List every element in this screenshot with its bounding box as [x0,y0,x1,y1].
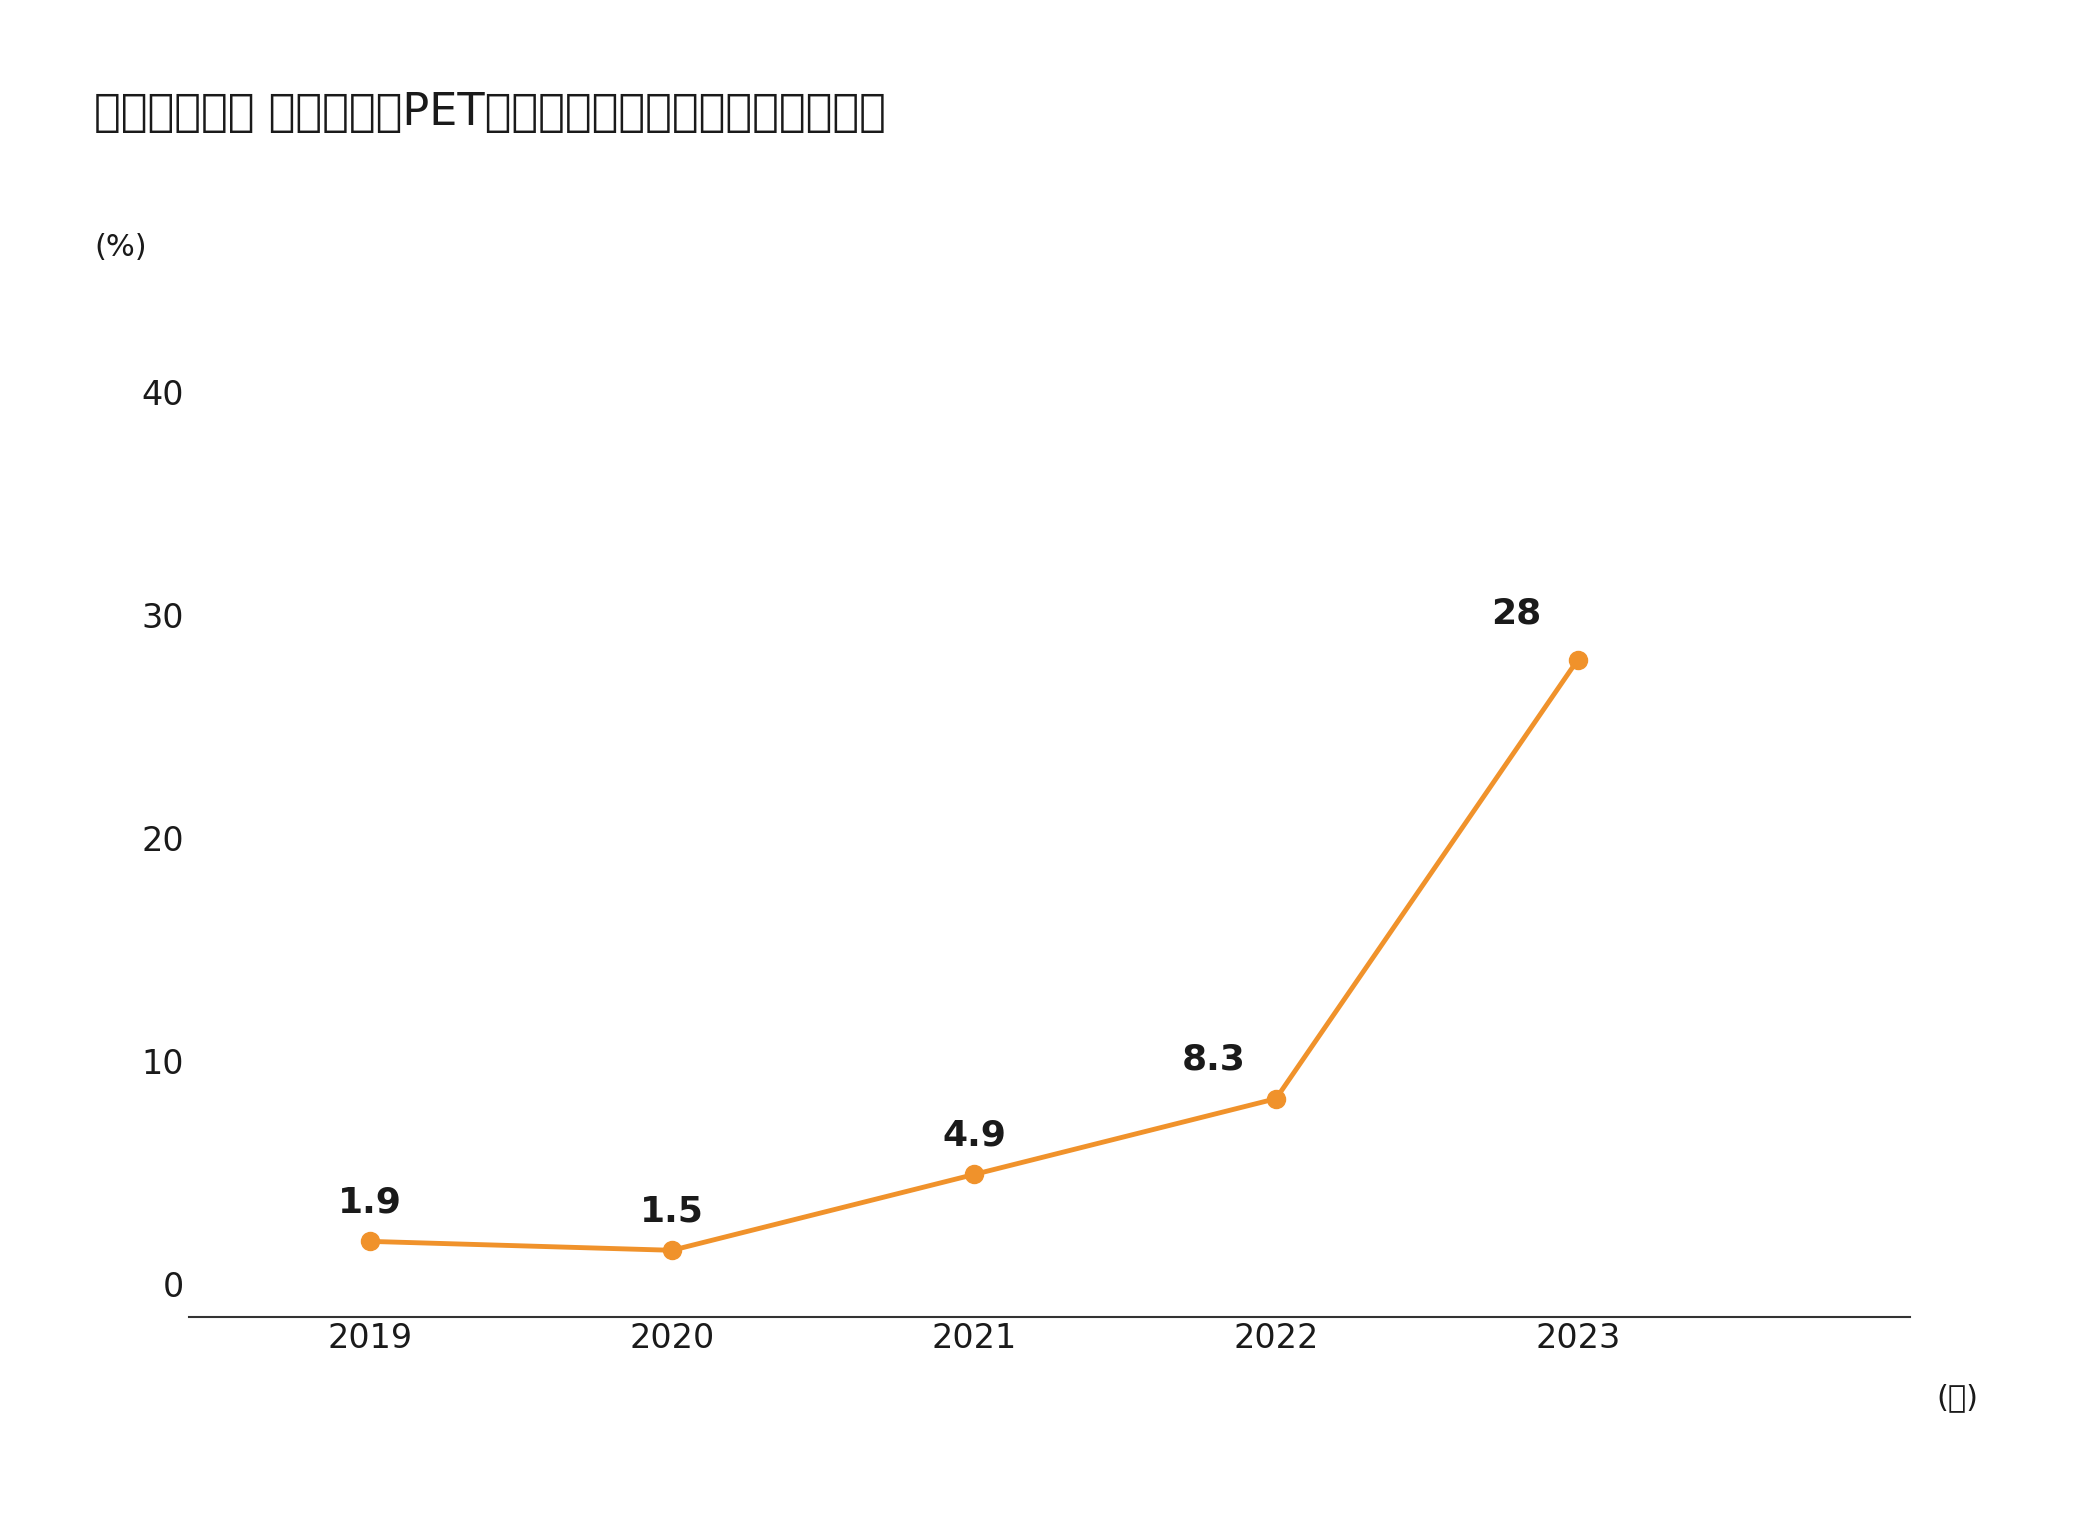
Text: 8.3: 8.3 [1182,1043,1247,1076]
Text: ペットボトル リサイクルPET樹脂使用比率の推移（日本国内）: ペットボトル リサイクルPET樹脂使用比率の推移（日本国内） [94,91,886,133]
Text: 1.5: 1.5 [640,1195,703,1228]
Text: 4.9: 4.9 [942,1119,1005,1152]
Text: (年): (年) [1935,1384,1977,1413]
Text: (%): (%) [94,233,147,262]
Text: 1.9: 1.9 [338,1185,403,1219]
Text: 28: 28 [1492,597,1541,630]
